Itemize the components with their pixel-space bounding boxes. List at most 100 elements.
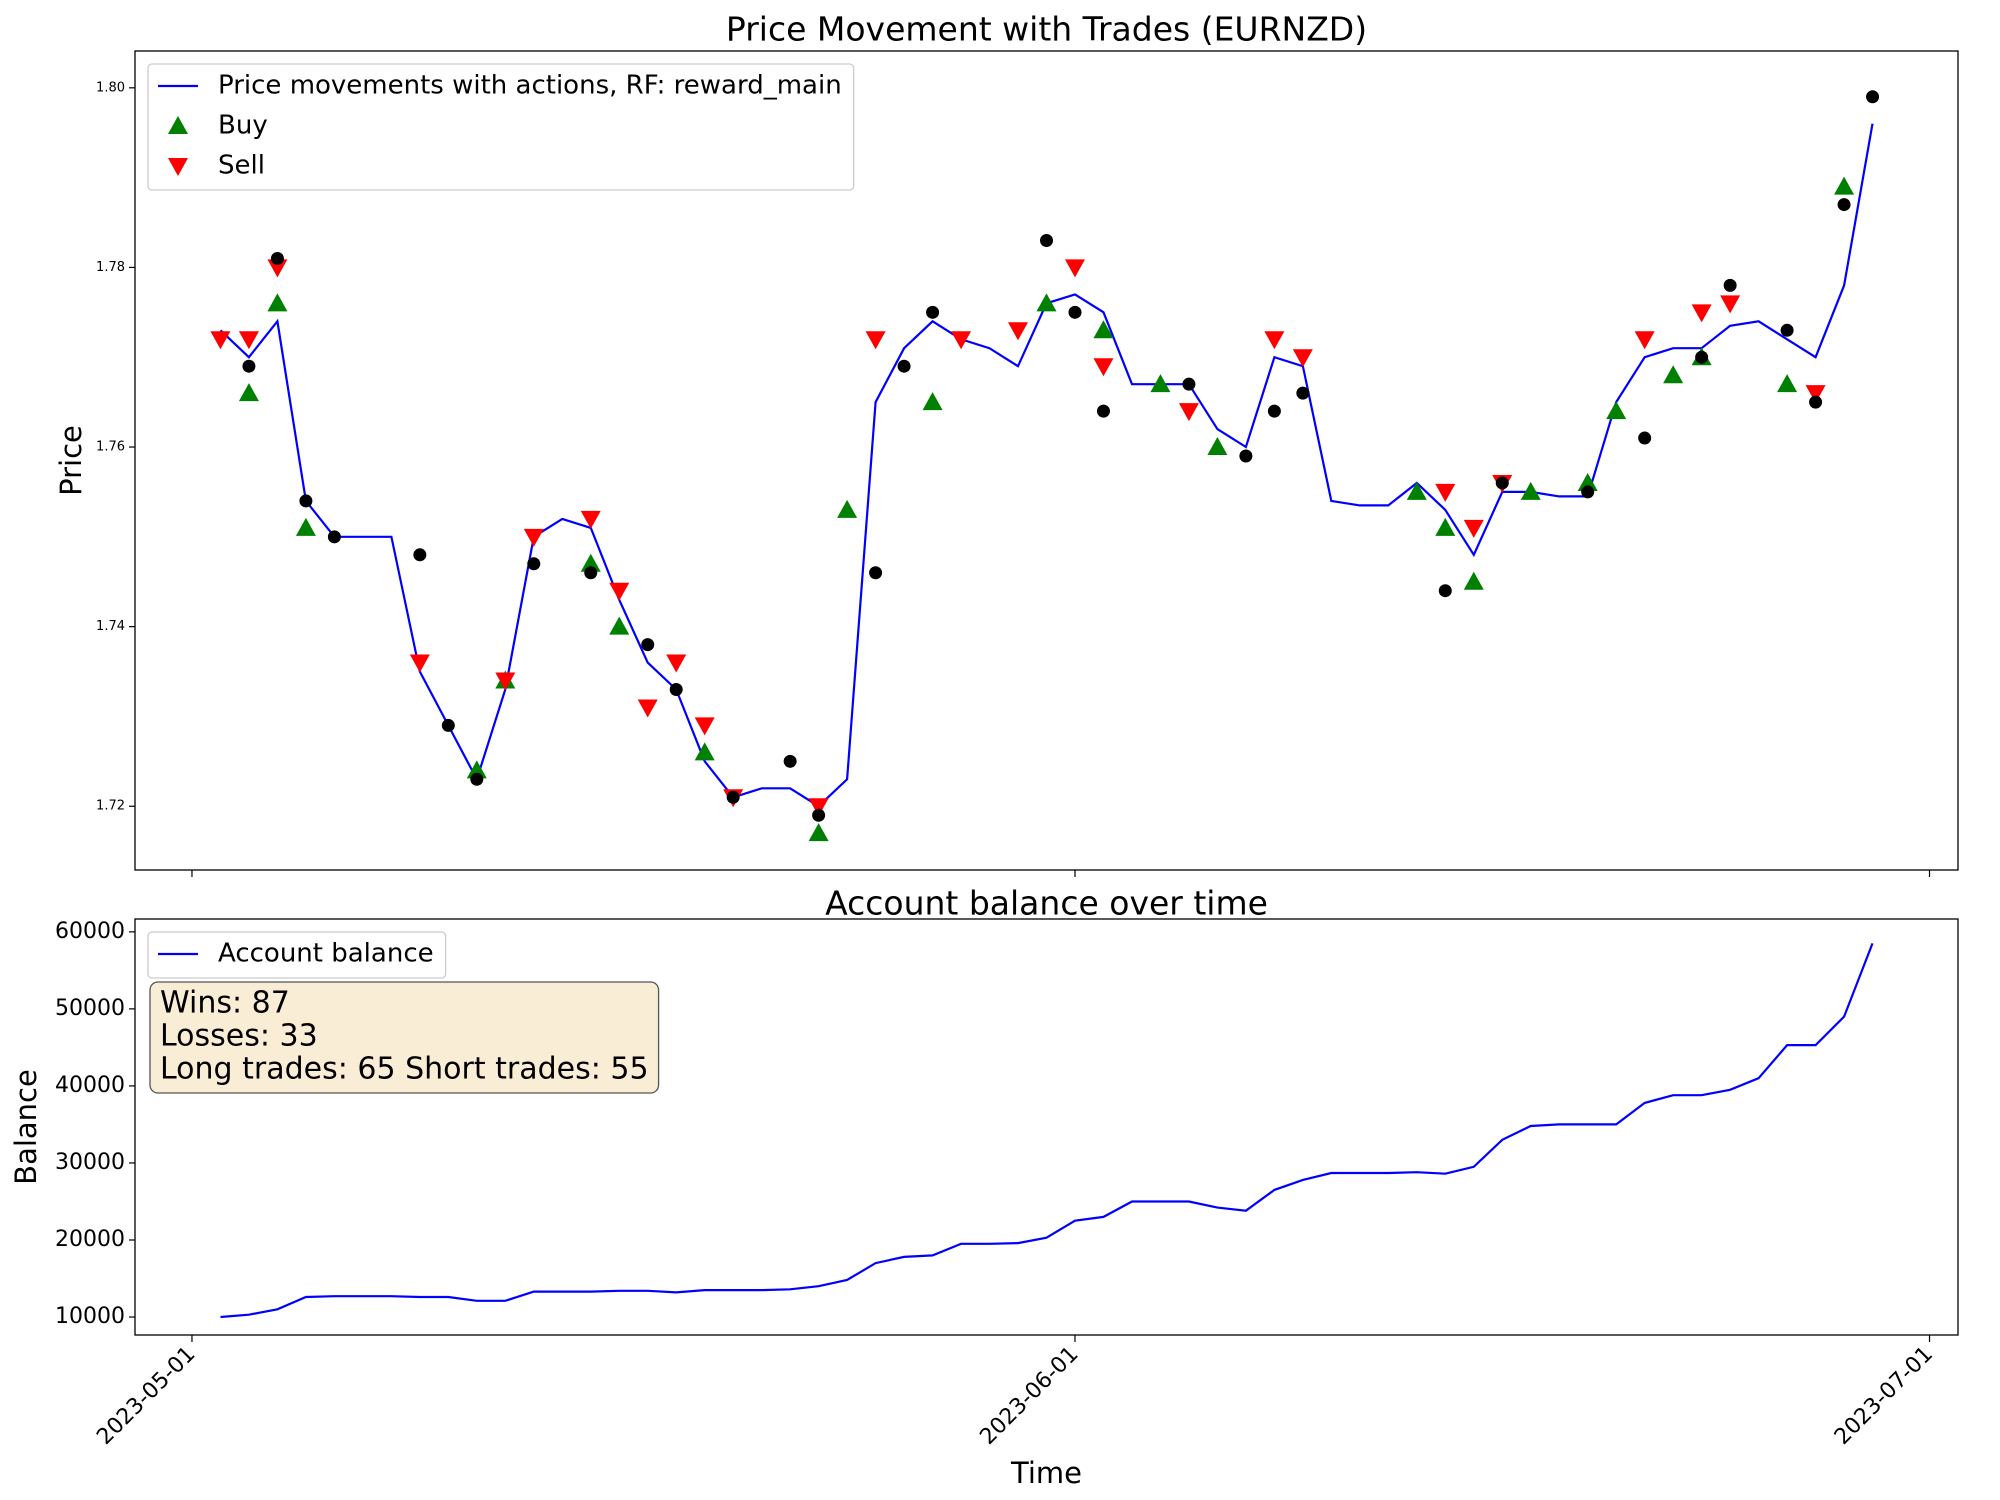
data-point [922,392,943,411]
data-point [1638,431,1652,445]
data-point [1695,350,1709,364]
legend: Account balance [147,931,447,979]
data-point [812,808,826,822]
data-point [527,557,541,571]
annotation-text: Long trades: 65 Short trades: 55 [160,1052,649,1087]
data-point [837,499,858,518]
data-point [1068,305,1082,319]
data-point [1809,395,1823,409]
data-point [1036,293,1057,312]
data-point [694,717,715,736]
y-axis-label: Balance [9,1069,43,1185]
data-point [1634,331,1655,350]
y-tick-label: 1.78 [96,260,125,275]
legend-swatch [168,116,188,134]
data-point [609,616,630,635]
data-point [1577,472,1598,491]
data-point [238,331,259,350]
data-point [1834,176,1855,195]
data-point [1663,365,1684,384]
data-point [267,293,288,312]
x-tick-label: 2023-05-01 [92,1342,200,1450]
y-tick-label: 1.72 [96,799,125,814]
data-point [1805,385,1826,404]
data-point [641,638,655,652]
data-point [637,699,658,718]
y-tick-label: 60000 [55,919,125,944]
data-point [726,790,740,804]
data-point [1178,403,1199,422]
data-point [865,331,886,350]
data-point [1296,386,1310,400]
legend-frame [147,931,447,979]
data-point [666,654,687,673]
data-point [495,672,516,691]
legend-label: Buy [218,111,268,141]
plot-frame [134,918,1959,1336]
data-point [1093,358,1114,377]
series-line [219,123,1874,808]
data-point [808,798,829,817]
data-point [808,823,829,842]
data-point [267,259,288,278]
data-point [409,654,430,673]
data-point [238,383,259,402]
data-point [466,760,487,779]
data-point [1040,233,1053,247]
data-point [299,494,313,508]
data-point [580,553,601,572]
data-point [1723,278,1737,292]
data-point [926,305,940,319]
data-point [669,682,683,696]
legend-swatch [168,158,188,176]
x-tick-label: 2023-06-01 [975,1342,1083,1450]
data-point [1264,331,1285,350]
y-tick-label: 20000 [55,1227,125,1252]
data-point [1463,571,1484,590]
data-point [327,530,341,544]
data-point [694,742,715,761]
data-point [1008,322,1029,341]
data-point [270,251,284,265]
y-axis-label: Price [54,425,88,496]
data-point [1150,374,1171,393]
data-point [951,331,972,350]
data-point [1463,519,1484,538]
series-line [220,943,1874,1319]
data-point [1780,323,1794,337]
data-point [584,566,598,580]
data-point [413,548,427,562]
data-point [210,331,231,350]
data-point [580,510,601,529]
legend-label: Account balance [218,939,434,969]
data-point [1495,476,1509,490]
data-point [609,582,630,601]
data-point [1866,90,1880,104]
y-tick-label: 40000 [55,1073,125,1098]
data-point [1239,449,1253,463]
x-tick-label: 2023-07-01 [1830,1342,1938,1450]
data-point [1093,320,1114,339]
data-point [1064,259,1085,278]
x-axis-label: Time [1010,1456,1082,1490]
data-point [523,528,544,547]
data-point [295,517,316,536]
annotation-text: Losses: 33 [160,1019,318,1054]
plot-frame [134,50,1959,871]
y-tick-label: 50000 [55,996,125,1021]
chart-title: Account balance over time [825,884,1268,923]
y-tick-label: 10000 [55,1304,125,1329]
y-tick-label: 1.76 [96,440,125,455]
chart-title: Price Movement with Trades (EURNZD) [726,10,1367,49]
data-point [242,359,256,373]
data-point [1207,437,1228,456]
y-tick-label: 30000 [55,1150,125,1175]
data-point [1777,374,1798,393]
data-point [1520,481,1541,500]
data-point [1720,295,1741,314]
data-point [1267,404,1281,418]
y-tick-label: 1.74 [96,619,125,634]
data-point [897,359,911,373]
legend: Price movements with actions, RF: reward… [147,63,855,191]
data-point [869,566,883,580]
